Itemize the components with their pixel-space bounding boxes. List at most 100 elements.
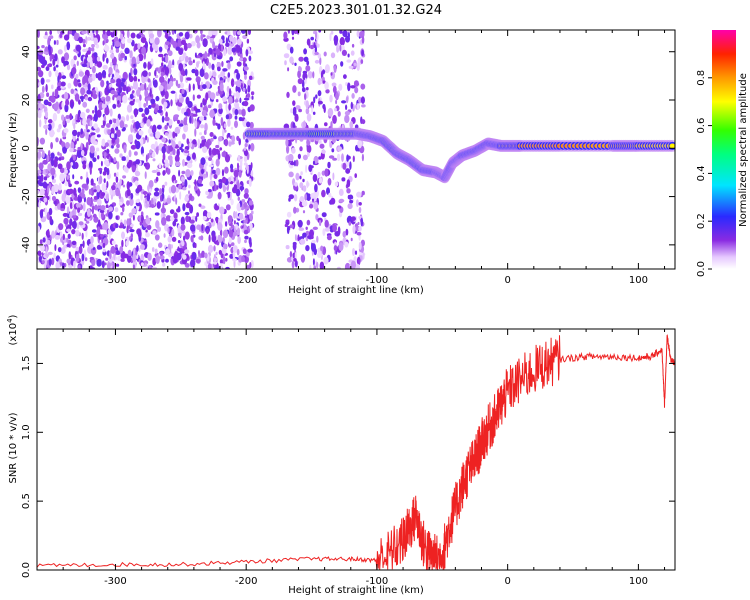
noise-speckle xyxy=(151,266,158,269)
noise-speckle xyxy=(242,87,246,92)
noise-speckle xyxy=(339,36,345,46)
noise-speckle xyxy=(212,41,216,49)
noise-speckle xyxy=(115,188,121,197)
noise-speckle xyxy=(190,41,196,47)
noise-speckle xyxy=(118,85,123,94)
noise-speckle xyxy=(126,37,133,44)
noise-speckle xyxy=(205,92,209,101)
noise-speckle xyxy=(100,205,106,211)
noise-speckle xyxy=(102,64,108,70)
noise-speckle xyxy=(299,146,303,152)
noise-speckle xyxy=(358,96,362,104)
noise-speckle xyxy=(345,104,348,111)
noise-speckle xyxy=(220,117,224,126)
noise-speckle xyxy=(208,189,212,193)
noise-speckle xyxy=(215,167,221,176)
noise-speckle xyxy=(65,99,70,106)
noise-speckle xyxy=(131,56,137,65)
noise-speckle xyxy=(66,237,69,243)
noise-speckle xyxy=(166,168,171,175)
noise-speckle xyxy=(243,229,249,235)
noise-speckle xyxy=(126,218,130,226)
noise-speckle xyxy=(305,100,309,110)
noise-speckle xyxy=(184,31,190,40)
noise-speckle xyxy=(289,161,295,166)
noise-speckle xyxy=(38,255,43,263)
noise-speckle xyxy=(360,239,365,247)
noise-speckle xyxy=(182,133,186,140)
noise-speckle xyxy=(44,207,48,216)
noise-speckle xyxy=(346,215,353,224)
noise-speckle xyxy=(129,229,135,233)
noise-speckle xyxy=(303,120,306,129)
noise-speckle xyxy=(243,147,247,151)
noise-speckle xyxy=(162,213,166,218)
noise-speckle xyxy=(168,139,171,144)
noise-speckle xyxy=(126,87,129,95)
noise-speckle xyxy=(349,121,354,129)
noise-speckle xyxy=(123,219,127,227)
noise-speckle xyxy=(285,139,289,147)
noise-speckle xyxy=(59,173,65,182)
noise-speckle xyxy=(72,129,78,137)
noise-speckle xyxy=(57,247,62,253)
noise-speckle xyxy=(110,79,116,84)
noise-speckle xyxy=(168,60,172,69)
noise-speckle xyxy=(61,262,65,269)
noise-speckle xyxy=(103,99,106,105)
noise-speckle xyxy=(237,236,241,245)
noise-speckle xyxy=(190,224,196,232)
noise-speckle xyxy=(58,223,64,231)
noise-speckle xyxy=(50,167,56,176)
noise-speckle xyxy=(138,215,142,222)
noise-speckle xyxy=(128,75,134,83)
noise-speckle xyxy=(37,30,40,38)
noise-speckle xyxy=(145,200,148,204)
noise-speckle xyxy=(102,242,106,249)
noise-speckle xyxy=(289,46,294,54)
noise-speckle xyxy=(146,224,152,231)
noise-speckle xyxy=(201,250,205,258)
noise-speckle xyxy=(53,200,57,205)
noise-speckle xyxy=(128,149,132,158)
noise-speckle xyxy=(323,105,326,114)
noise-speckle xyxy=(106,148,110,154)
noise-speckle xyxy=(135,121,140,130)
noise-speckle xyxy=(312,258,315,266)
noise-speckle xyxy=(105,95,111,102)
noise-speckle xyxy=(289,56,294,64)
noise-speckle xyxy=(302,185,307,192)
noise-speckle xyxy=(117,255,122,262)
noise-speckle xyxy=(42,237,46,243)
noise-speckle xyxy=(231,47,237,53)
noise-speckle xyxy=(109,108,113,117)
noise-speckle xyxy=(207,263,212,269)
noise-speckle xyxy=(140,146,144,156)
noise-speckle xyxy=(161,56,164,62)
noise-speckle xyxy=(232,250,236,260)
noise-speckle xyxy=(158,105,163,111)
noise-speckle xyxy=(170,99,173,107)
noise-speckle xyxy=(318,177,323,184)
noise-speckle xyxy=(360,59,364,64)
noise-speckle xyxy=(147,78,151,83)
noise-speckle xyxy=(136,88,141,97)
noise-speckle xyxy=(283,31,288,40)
noise-speckle xyxy=(104,107,110,116)
noise-speckle xyxy=(211,63,215,70)
noise-speckle xyxy=(203,99,208,103)
noise-speckle xyxy=(164,90,169,100)
noise-speckle xyxy=(86,208,91,218)
noise-speckle xyxy=(326,234,332,241)
noise-speckle xyxy=(183,150,190,154)
noise-speckle xyxy=(286,91,290,98)
noise-speckle xyxy=(99,209,105,213)
noise-speckle xyxy=(39,119,42,128)
noise-speckle xyxy=(195,215,198,222)
noise-speckle xyxy=(250,260,254,269)
x-tick-label: 100 xyxy=(629,275,648,286)
noise-speckle xyxy=(156,201,161,209)
noise-speckle xyxy=(154,187,159,192)
noise-speckle xyxy=(190,259,196,268)
noise-speckle xyxy=(228,96,233,105)
